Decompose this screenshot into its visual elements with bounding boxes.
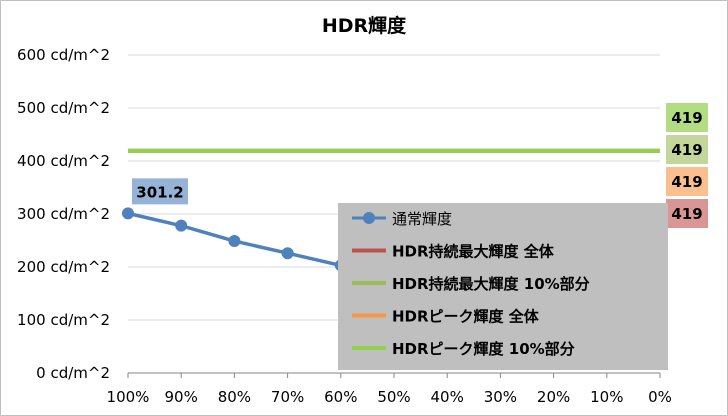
data-label-box	[666, 199, 708, 228]
x-tick-label: 90%	[165, 388, 198, 406]
data-label: 301.2	[136, 183, 183, 201]
x-tick-label: 70%	[271, 388, 304, 406]
legend-box	[338, 203, 668, 370]
x-tick-label: 100%	[107, 388, 150, 406]
legend-entry: HDR持続最大輝度 全体	[392, 243, 555, 261]
x-tick-label: 10%	[590, 388, 623, 406]
y-tick-label: 500 cd/m^2	[17, 99, 110, 117]
data-label: 419	[671, 205, 702, 223]
data-point	[175, 219, 188, 232]
data-point	[281, 247, 294, 260]
legend-entry: HDRピーク輝度 10%部分	[392, 340, 575, 358]
legend-marker	[363, 212, 375, 224]
y-tick-label: 0 cd/m^2	[36, 364, 110, 382]
data-label-box	[666, 103, 708, 132]
y-tick-label: 100 cd/m^2	[17, 311, 110, 329]
data-label: 419	[671, 173, 702, 191]
data-label: 419	[671, 141, 702, 159]
x-tick-label: 60%	[324, 388, 357, 406]
x-tick-label: 20%	[537, 388, 570, 406]
data-label: 419	[671, 109, 702, 127]
data-label-box	[666, 167, 708, 196]
y-tick-label: 200 cd/m^2	[17, 258, 110, 276]
x-tick-label: 30%	[484, 388, 517, 406]
data-label-box	[132, 178, 188, 205]
data-point	[122, 207, 134, 220]
data-label-box	[666, 135, 708, 164]
legend-entry: 通常輝度	[392, 210, 452, 228]
x-tick-label: 80%	[218, 388, 251, 406]
data-point	[228, 235, 241, 248]
y-tick-label: 300 cd/m^2	[17, 205, 110, 223]
legend-entry: HDR持続最大輝度 10%部分	[392, 275, 590, 293]
y-axis-tick-labels: 600 cd/m^2 500 cd/m^2 400 cd/m^2 300 cd/m^2…	[17, 46, 110, 382]
legend-entry: HDRピーク輝度 全体	[392, 308, 540, 326]
y-tick-label: 600 cd/m^2	[17, 46, 110, 64]
x-tick-label: 50%	[377, 388, 410, 406]
y-tick-label: 400 cd/m^2	[17, 152, 110, 170]
data-labels: 301.2 419 419 419 419	[132, 103, 708, 228]
chart-title: HDR輝度	[322, 14, 407, 37]
x-tick-label: 40%	[431, 388, 464, 406]
x-tick-label: 0%	[648, 388, 672, 406]
legend: 通常輝度 HDR持続最大輝度 全体 HDR持続最大輝度 10%部分 HDRピーク輝度 …	[338, 203, 668, 370]
x-axis-tick-labels: 100% 90% 80% 70% 60% 50% 40% 30% 20% 10% 0%	[107, 373, 672, 406]
